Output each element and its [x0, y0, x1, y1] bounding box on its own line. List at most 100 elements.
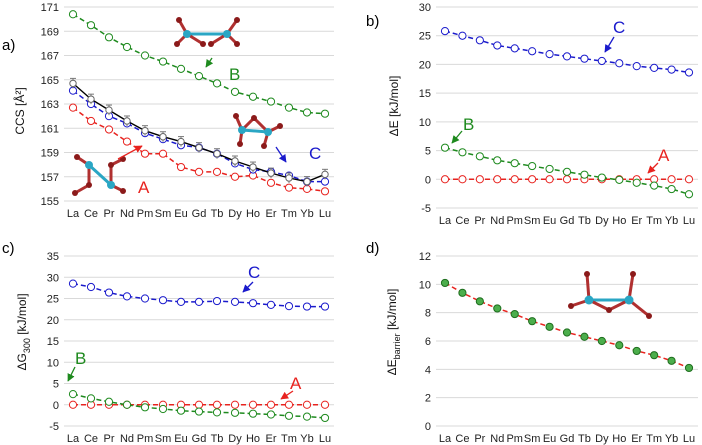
panel-a-series-b-point — [320, 109, 330, 118]
panel-a-series-b-point — [104, 33, 114, 42]
panel-c-series-c-point — [284, 302, 294, 311]
panel-b-series-c-point — [510, 44, 519, 53]
panel-c-series-a-point — [284, 400, 294, 409]
panel-d-xtick-gd: Gd — [560, 433, 575, 445]
panel-b-xtick-eu: Eu — [543, 215, 556, 227]
panel-b-series-a-point — [458, 175, 467, 184]
panel-b-xtick-yb: Yb — [665, 215, 678, 227]
panel-a-xtick-nd: Nd — [120, 208, 134, 220]
panel-b-series-b-point — [493, 156, 502, 165]
panel-b-series-a-point — [475, 175, 484, 184]
panel-a-series-a-point — [176, 162, 186, 172]
panel-c-series-c-point — [248, 299, 258, 308]
panel-b-ytick: 25 — [419, 31, 431, 43]
panel-b-series-c-point — [580, 54, 589, 63]
panel-b-series-c-point — [528, 47, 537, 56]
panel-a-label: a) — [2, 37, 15, 54]
panel-d-xtick-ce: Ce — [455, 433, 469, 445]
series-label-c-c: C — [248, 263, 260, 282]
panel-c-xtick-ho: Ho — [246, 433, 260, 445]
panel-c-series-a-point — [266, 400, 276, 409]
panel-b-ytick: 5 — [425, 146, 431, 158]
panel-b-series-a-point — [545, 175, 554, 184]
series-label-a-a: A — [138, 178, 150, 197]
panel-b-ytick: -5 — [421, 203, 431, 215]
panel-d-series-a-b-point — [545, 322, 554, 331]
panel-a-xtick-la: La — [67, 208, 80, 220]
panel-a-series-experiment-point — [285, 174, 293, 182]
panel-c-label: c) — [2, 240, 15, 257]
panel-c-series-c-point — [266, 300, 276, 309]
panel-c-series-a-point — [212, 400, 222, 409]
panel-b-series-c-point — [615, 59, 624, 68]
panel-c-series-c-point — [230, 297, 240, 306]
panel-a-xtick-tm: Tm — [281, 208, 297, 220]
panel-b-xtick-dy: Dy — [595, 215, 609, 227]
panel-a-ytick: 163 — [41, 99, 59, 111]
panel-a-ytick: 171 — [41, 2, 59, 14]
panel-b-ytick: 15 — [419, 88, 431, 100]
panel-b-ytick: 30 — [419, 2, 431, 14]
panel-d-series-a-b-point — [580, 332, 589, 341]
panel-a-series-a-point — [230, 172, 240, 181]
panel-c-ytick: 25 — [47, 294, 59, 306]
panel-c-series-c-point — [320, 302, 330, 311]
panel-c-series-c-point — [158, 296, 168, 305]
panel-b-series-b-point — [528, 161, 537, 171]
panel-c-ytick: 35 — [47, 251, 59, 263]
arrow-a-a — [117, 145, 143, 160]
panel-a-series-b-point — [86, 21, 96, 30]
panel-a-series-experiment-point — [231, 157, 239, 165]
panel-c-series-b-point — [230, 408, 240, 417]
panel-b-series-c-point — [632, 62, 641, 71]
panel-c-xtick-ce: Ce — [84, 433, 98, 445]
panel-c-xtick-yb: Yb — [300, 433, 313, 445]
panel-a-series-b-point — [140, 51, 150, 60]
panel-c-ylabel: ΔG300 [kJ/mol] — [15, 293, 32, 370]
panel-d-xtick-sm: Sm — [524, 433, 541, 445]
panel-d-xtick-tb: Tb — [578, 433, 591, 445]
panel-a-series-a-point — [212, 167, 222, 176]
panel-d-ytick: 12 — [419, 251, 431, 263]
panel-b-series-b-point — [650, 181, 659, 190]
panel-d-ytick: 0 — [425, 421, 431, 433]
panel-a-series-a-point — [266, 178, 276, 187]
panel-a-ytick: 167 — [41, 51, 59, 63]
panel-d-ytick: 4 — [425, 364, 431, 376]
panel-a-series-b-point — [212, 79, 222, 88]
panel-d-xtick-la: La — [439, 433, 452, 445]
panel-d-xtick-lu: Lu — [683, 433, 695, 445]
panel-c-xtick-gd: Gd — [192, 433, 207, 445]
panel-d-xtick-tm: Tm — [646, 433, 662, 445]
panel-b-series-c-point — [684, 68, 694, 77]
panel-b-series-c-point — [545, 49, 554, 59]
panel-b-series-a-point — [528, 175, 537, 184]
panel-d-xtick-yb: Yb — [665, 433, 678, 445]
panel-a-series-a-point — [68, 103, 78, 112]
panel-c-xtick-eu: Eu — [174, 433, 187, 445]
panel-c-xtick-er: Er — [266, 433, 277, 445]
panel-a-xtick-gd: Gd — [192, 208, 207, 220]
panel-d-xtick-nd: Nd — [490, 433, 504, 445]
panel-a-series-a-point — [140, 149, 150, 158]
panel-a-xtick-sm: Sm — [155, 208, 172, 220]
panel-d-xtick-er: Er — [631, 433, 642, 445]
panel-a-xtick-er: Er — [266, 208, 277, 220]
series-label-a-b: A — [658, 146, 670, 165]
panel-a-ytick: 157 — [41, 172, 59, 184]
panel-c-series-b-point — [122, 400, 132, 409]
panel-c-series-c-point — [86, 282, 96, 292]
molecule-inset-a — [72, 154, 126, 196]
molecule-inset-c — [233, 113, 283, 149]
panel-c-series-b-point — [212, 408, 222, 417]
panel-d-ytick: 8 — [425, 308, 431, 320]
panel-c-series-c-point — [68, 279, 78, 288]
panel-b-xtick-ho: Ho — [612, 215, 626, 227]
panel-a-series-a-point — [104, 125, 114, 134]
panel-c-series-a-point — [230, 400, 240, 409]
panel-b-series-a-point — [510, 175, 519, 184]
panel-a-series-experiment-point — [321, 170, 329, 179]
panel-b-ytick: 20 — [419, 59, 431, 71]
panel-c: c) ΔG300 [kJ/mol] -5 0 5 10 15 20 25 30 35 La Ce Pr… — [2, 240, 334, 445]
panel-c-series-b-point — [104, 397, 114, 406]
